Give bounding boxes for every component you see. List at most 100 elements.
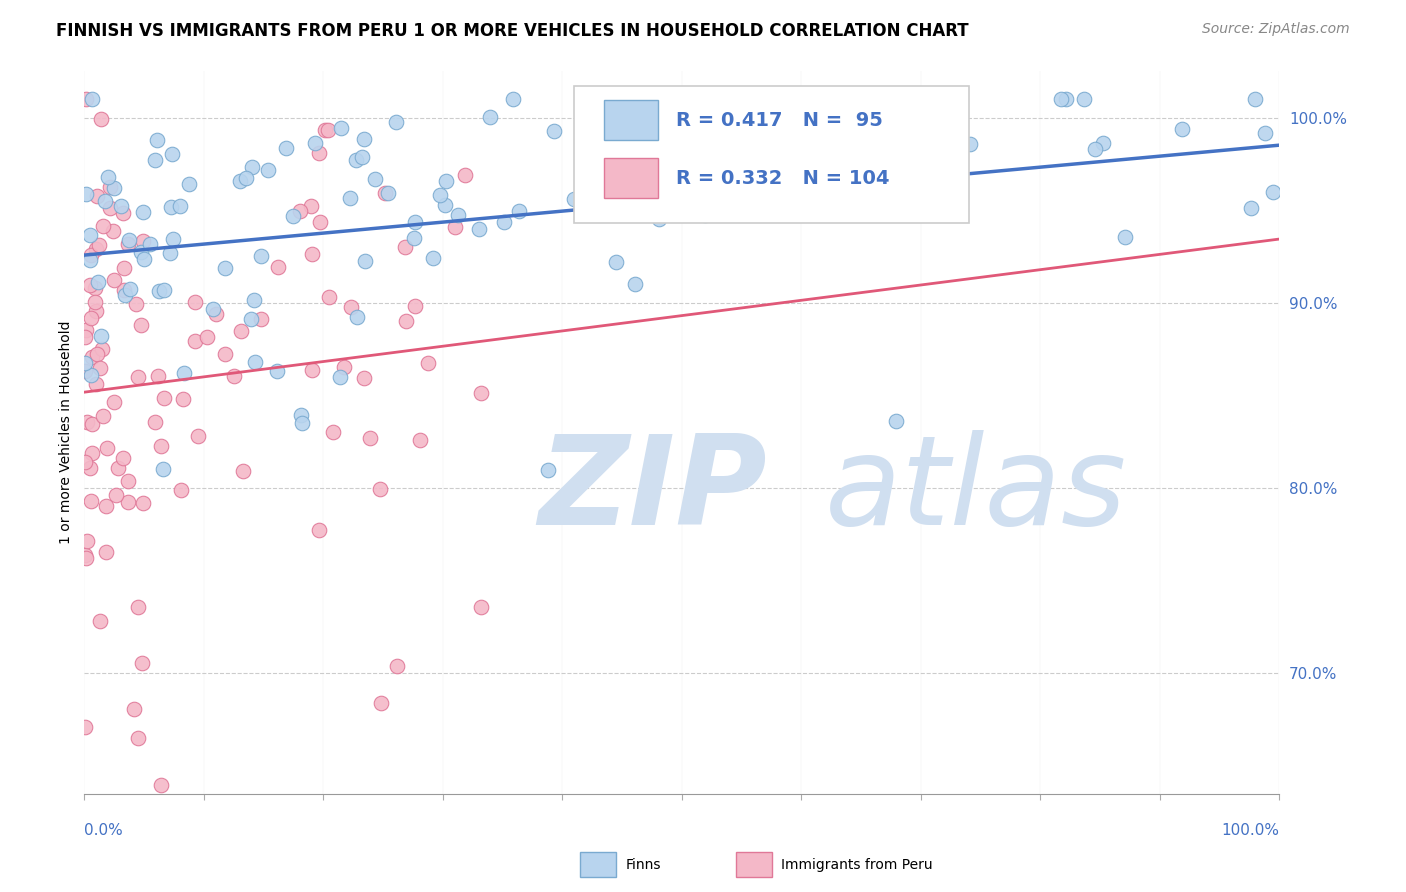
Point (184, 334, 207, 348)
Point (129, 244, 152, 259)
Point (291, 417, 314, 431)
Point (810, 174, 832, 188)
Point (385, 659, 408, 673)
Point (90, 112, 112, 126)
Point (83, 281, 105, 295)
Point (318, 290, 340, 304)
Point (145, 153, 167, 167)
FancyBboxPatch shape (605, 158, 658, 198)
Point (959, 137, 981, 152)
Point (173, 366, 195, 380)
Point (183, 294, 205, 309)
Point (235, 170, 257, 185)
Point (127, 731, 149, 745)
Point (177, 178, 200, 192)
Point (352, 150, 374, 164)
Point (79, 461, 101, 475)
Point (150, 778, 173, 792)
Point (87, 275, 110, 289)
Point (76, 533, 98, 548)
Point (214, 260, 236, 275)
Point (214, 347, 236, 361)
Point (111, 450, 134, 465)
Point (96, 499, 118, 513)
Point (1263, 185, 1285, 199)
Point (537, 463, 560, 477)
Point (75, 92, 97, 106)
Point (205, 307, 228, 321)
Point (1114, 230, 1136, 244)
Text: R = 0.332   N = 104: R = 0.332 N = 104 (676, 169, 890, 188)
Point (232, 464, 254, 478)
Point (408, 433, 430, 447)
Point (73, 455, 96, 469)
Point (281, 209, 304, 223)
Point (169, 483, 191, 497)
Point (353, 370, 375, 384)
Point (118, 233, 141, 247)
Point (612, 92, 634, 106)
Point (266, 364, 288, 378)
Point (316, 123, 339, 137)
Text: atlas: atlas (825, 430, 1128, 551)
Point (79, 252, 101, 267)
Point (240, 312, 263, 326)
Point (90, 329, 112, 343)
Point (340, 300, 363, 314)
Point (1092, 136, 1115, 151)
Point (422, 251, 444, 265)
Point (96, 545, 118, 559)
Point (314, 123, 336, 137)
Point (112, 283, 135, 297)
Point (75, 356, 97, 370)
Point (1239, 201, 1261, 215)
Text: FINNISH VS IMMIGRANTS FROM PERU 1 OR MORE VEHICLES IN HOUSEHOLD CORRELATION CHAR: FINNISH VS IMMIGRANTS FROM PERU 1 OR MOR… (56, 22, 969, 40)
Point (229, 174, 252, 188)
FancyBboxPatch shape (581, 852, 616, 877)
Point (75, 720, 97, 734)
Point (624, 277, 647, 291)
Point (309, 214, 332, 228)
Point (80, 310, 103, 325)
Point (86, 189, 108, 203)
Point (884, 414, 907, 428)
Point (131, 235, 153, 249)
Point (79, 227, 101, 242)
Point (276, 141, 298, 155)
Point (395, 314, 418, 328)
Point (172, 392, 194, 406)
Point (80, 446, 103, 460)
Point (605, 254, 627, 268)
Point (329, 370, 352, 384)
Point (404, 231, 426, 245)
Point (304, 136, 326, 150)
Point (353, 254, 375, 268)
Point (103, 395, 125, 409)
Point (80, 494, 103, 508)
Point (84, 295, 107, 310)
FancyBboxPatch shape (575, 86, 969, 223)
Point (543, 124, 565, 138)
Point (91, 342, 114, 356)
Point (394, 240, 416, 254)
Point (609, 122, 631, 136)
Point (152, 462, 174, 476)
Point (103, 223, 125, 237)
Point (89, 614, 111, 628)
Point (288, 204, 311, 219)
Point (436, 173, 458, 187)
Point (308, 146, 330, 161)
Point (187, 429, 209, 443)
Point (86, 346, 108, 360)
Point (112, 260, 135, 275)
Point (195, 330, 218, 344)
Point (492, 214, 515, 228)
Point (433, 198, 456, 212)
Point (146, 369, 169, 384)
Point (84, 243, 107, 257)
Point (344, 153, 367, 168)
Point (249, 249, 271, 263)
Point (152, 283, 174, 297)
Point (1244, 92, 1267, 106)
Point (339, 191, 361, 205)
